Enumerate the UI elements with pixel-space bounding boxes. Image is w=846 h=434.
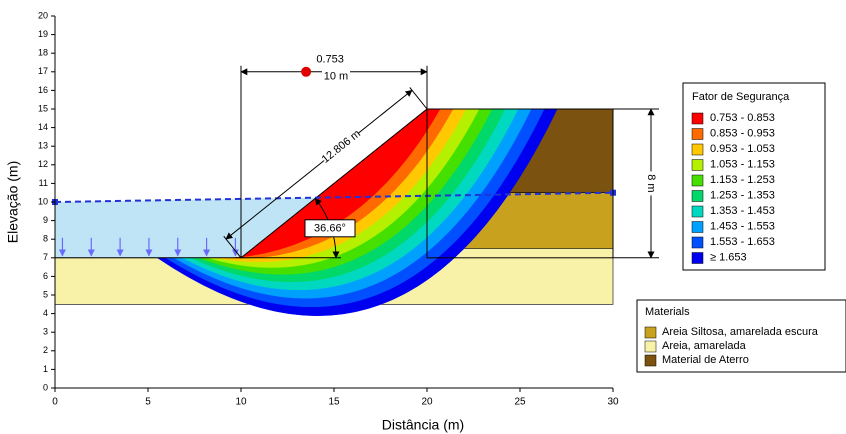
y-tick-label: 13: [38, 141, 48, 151]
materials-legend: Areia Siltosa, amarelada escura Areia, am…: [644, 326, 819, 367]
legend-label: 1.253 - 1.353: [710, 189, 775, 201]
legend-swatch: [644, 354, 657, 367]
x-tick-label: 25: [514, 397, 526, 408]
y-tick-label: 5: [43, 289, 48, 299]
legend-swatch: [691, 143, 704, 156]
legend-swatch: [644, 340, 657, 353]
materials-legend-box: [636, 299, 846, 373]
dim-label-bg: [645, 171, 657, 196]
y-tick-label: 7: [43, 252, 48, 262]
legend-label: 1.353 - 1.453: [710, 205, 775, 217]
y-tick-label: 16: [38, 85, 48, 95]
y-tick-label: 12: [38, 159, 48, 169]
y-tick-label: 4: [43, 308, 48, 318]
y-tick-label: 14: [38, 122, 48, 132]
critical-fs-label: 0.753: [316, 54, 344, 66]
fs-legend: 0.753 - 0.853 0.853 - 0.953 0.953 - 1.053 1…: [691, 112, 775, 264]
x-tick-label: 20: [421, 397, 433, 408]
critical-point: [301, 66, 312, 77]
y-axis-label: Elevação (m): [5, 161, 21, 243]
y-tick-label: 8: [43, 234, 48, 244]
legend-label: Areia, amarelada: [662, 340, 747, 352]
dim-line: [225, 89, 413, 240]
height-label: 8 m: [645, 174, 657, 192]
y-tick-label: 17: [38, 66, 48, 76]
y-tick-label: 20: [38, 10, 48, 20]
legend-label: 0.853 - 0.953: [710, 127, 775, 139]
y-tick-label: 11: [39, 178, 48, 188]
water-table: [54, 191, 614, 203]
y-tick-label: 2: [43, 345, 48, 355]
legend-label: 1.453 - 1.553: [710, 220, 775, 232]
legend-swatch: [691, 128, 704, 140]
width-label: 10 m: [324, 71, 348, 83]
legend-label: Areia Siltosa, amarelada escura: [662, 326, 819, 338]
y-tick-label: 15: [38, 103, 48, 113]
legend-label: 0.953 - 1.053: [710, 143, 775, 155]
legend-swatch: [691, 174, 704, 187]
x-tick-label: 5: [145, 397, 151, 408]
x-tick-label: 0: [52, 397, 58, 408]
angle-label: 36.66°: [314, 223, 346, 235]
y-tick-label: 6: [43, 271, 48, 281]
legend-label: 0.753 - 0.853: [710, 112, 775, 124]
legend-label: Material de Aterro: [662, 354, 749, 366]
x-axis-label: Distância (m): [382, 417, 464, 433]
legend-swatch: [691, 221, 704, 233]
fs-legend-box: [682, 82, 826, 271]
y-tick-label: 1: [43, 364, 48, 374]
legend-label: 1.153 - 1.253: [710, 174, 775, 186]
y-tick-label: 10: [38, 196, 48, 206]
y-tick-label: 18: [38, 48, 48, 58]
angle-box: [304, 219, 356, 238]
legend-swatch: [691, 252, 704, 264]
legend-swatch: [691, 236, 704, 249]
legend-swatch: [691, 190, 704, 202]
x-tick-label: 30: [607, 397, 619, 408]
legend-swatch: [691, 205, 704, 218]
y-tick-label: 19: [38, 29, 48, 39]
slope-length-label: 12.806 m: [320, 128, 363, 166]
dim-ext: [409, 87, 428, 110]
legend-label: 1.053 - 1.153: [710, 158, 775, 170]
dim-label-bg: [322, 70, 350, 83]
y-tick-label: 3: [43, 327, 48, 337]
legend-label: 1.553 - 1.653: [710, 236, 775, 248]
y-tick-label: 0: [43, 382, 48, 392]
fs-legend-title: Fator de Segurança: [692, 91, 790, 103]
y-tick-label: 9: [43, 215, 48, 225]
x-tick-label: 15: [328, 397, 340, 408]
legend-swatch: [691, 159, 704, 171]
x-tick-label: 10: [235, 397, 247, 408]
materials-legend-title: Materials: [645, 306, 690, 318]
legend-swatch: [691, 112, 704, 125]
legend-label: ≥ 1.653: [710, 251, 747, 263]
section-box: [426, 108, 614, 259]
dim-ext: [223, 235, 242, 259]
legend-swatch: [644, 326, 657, 339]
dim-label-bg: [320, 128, 363, 166]
